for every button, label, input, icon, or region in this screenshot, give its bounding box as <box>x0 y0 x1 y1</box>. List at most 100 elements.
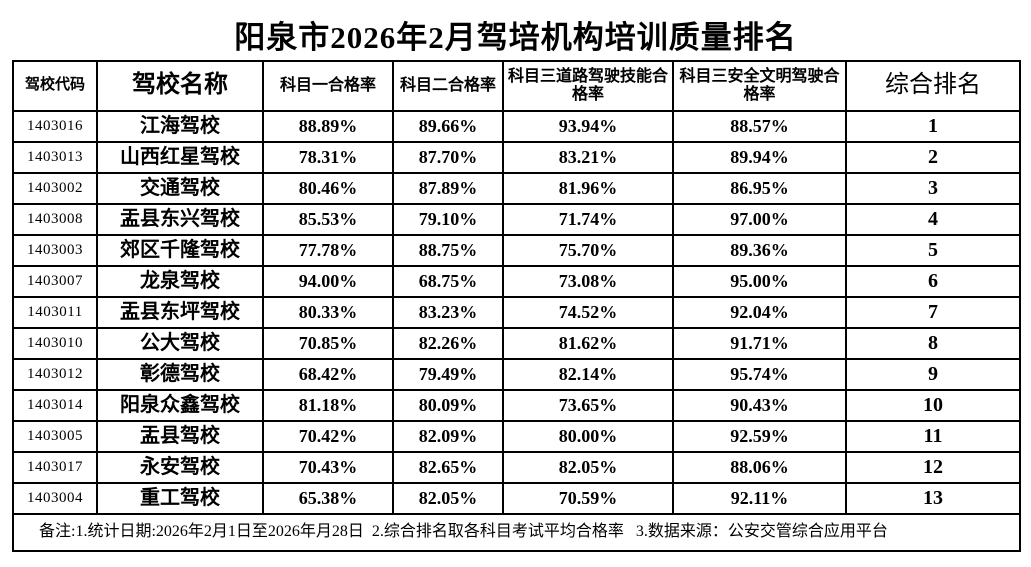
cell-subject3-road: 82.14% <box>502 358 674 391</box>
cell-subject2: 89.66% <box>392 110 504 143</box>
cell-school-code: 1403016 <box>12 110 98 143</box>
cell-rank: 13 <box>845 482 1021 515</box>
table-row: 1403012 彰德驾校 68.42% 79.49% 82.14% 95.74%… <box>12 358 1021 391</box>
cell-school-code: 1403011 <box>12 296 98 329</box>
table-row: 1403004 重工驾校 65.38% 82.05% 70.59% 92.11%… <box>12 482 1021 515</box>
table-footer: 备注:1.统计日期:2026年2月1日至2026年月28日 2.综合排名取各科目… <box>12 513 1021 552</box>
cell-subject3-safety: 92.59% <box>672 420 847 453</box>
table-row: 1403011 盂县东坪驾校 80.33% 83.23% 74.52% 92.0… <box>12 296 1021 329</box>
cell-subject2: 82.05% <box>392 482 504 515</box>
cell-subject3-road: 70.59% <box>502 482 674 515</box>
cell-subject3-safety: 92.11% <box>672 482 847 515</box>
cell-rank: 5 <box>845 234 1021 267</box>
cell-school-code: 1403004 <box>12 482 98 515</box>
cell-subject1: 70.43% <box>262 451 394 484</box>
cell-school-name: 公大驾校 <box>96 327 264 360</box>
cell-subject3-safety: 88.06% <box>672 451 847 484</box>
cell-rank: 6 <box>845 265 1021 298</box>
cell-subject2: 88.75% <box>392 234 504 267</box>
cell-subject1: 78.31% <box>262 141 394 174</box>
footnote-row: 备注:1.统计日期:2026年2月1日至2026年月28日 2.综合排名取各科目… <box>12 513 1021 552</box>
table-header: 驾校代码 驾校名称 科目一合格率 科目二合格率 科目三道路驾驶技能合格率 科目三… <box>12 60 1021 112</box>
cell-subject3-road: 73.08% <box>502 265 674 298</box>
cell-school-code: 1403010 <box>12 327 98 360</box>
cell-subject3-road: 71.74% <box>502 203 674 236</box>
cell-subject3-safety: 92.04% <box>672 296 847 329</box>
cell-subject3-safety: 91.71% <box>672 327 847 360</box>
cell-rank: 1 <box>845 110 1021 143</box>
col-header-overall-rank: 综合排名 <box>845 60 1021 112</box>
cell-subject2: 79.49% <box>392 358 504 391</box>
table-body: 1403016 江海驾校 88.89% 89.66% 93.94% 88.57%… <box>12 110 1021 515</box>
cell-subject1: 85.53% <box>262 203 394 236</box>
cell-subject1: 77.78% <box>262 234 394 267</box>
cell-rank: 10 <box>845 389 1021 422</box>
table-row: 1403013 山西红星驾校 78.31% 87.70% 83.21% 89.9… <box>12 141 1021 174</box>
cell-subject3-road: 93.94% <box>502 110 674 143</box>
footnote: 备注:1.统计日期:2026年2月1日至2026年月28日 2.综合排名取各科目… <box>12 513 1021 552</box>
header-row: 驾校代码 驾校名称 科目一合格率 科目二合格率 科目三道路驾驶技能合格率 科目三… <box>12 60 1021 112</box>
table-row: 1403010 公大驾校 70.85% 82.26% 81.62% 91.71%… <box>12 327 1021 360</box>
cell-subject3-road: 81.62% <box>502 327 674 360</box>
cell-school-code: 1403013 <box>12 141 98 174</box>
cell-school-name: 交通驾校 <box>96 172 264 205</box>
cell-rank: 7 <box>845 296 1021 329</box>
cell-school-name: 彰德驾校 <box>96 358 264 391</box>
cell-subject1: 80.33% <box>262 296 394 329</box>
cell-rank: 3 <box>845 172 1021 205</box>
cell-school-name: 山西红星驾校 <box>96 141 264 174</box>
cell-school-name: 龙泉驾校 <box>96 265 264 298</box>
cell-subject2: 68.75% <box>392 265 504 298</box>
cell-subject2: 79.10% <box>392 203 504 236</box>
cell-subject3-road: 73.65% <box>502 389 674 422</box>
cell-subject2: 82.26% <box>392 327 504 360</box>
cell-subject3-safety: 97.00% <box>672 203 847 236</box>
cell-subject1: 80.46% <box>262 172 394 205</box>
col-header-subject2-pass-rate: 科目二合格率 <box>392 60 504 112</box>
cell-subject2: 83.23% <box>392 296 504 329</box>
cell-school-name: 盂县东兴驾校 <box>96 203 264 236</box>
cell-subject3-road: 81.96% <box>502 172 674 205</box>
cell-subject3-safety: 86.95% <box>672 172 847 205</box>
cell-rank: 12 <box>845 451 1021 484</box>
cell-school-name: 江海驾校 <box>96 110 264 143</box>
table-row: 1403016 江海驾校 88.89% 89.66% 93.94% 88.57%… <box>12 110 1021 143</box>
col-header-subject1-pass-rate: 科目一合格率 <box>262 60 394 112</box>
cell-rank: 4 <box>845 203 1021 236</box>
table-row: 1403003 郊区千隆驾校 77.78% 88.75% 75.70% 89.3… <box>12 234 1021 267</box>
cell-school-code: 1403005 <box>12 420 98 453</box>
col-header-school-name: 驾校名称 <box>96 60 264 112</box>
cell-school-name: 重工驾校 <box>96 482 264 515</box>
cell-rank: 2 <box>845 141 1021 174</box>
cell-subject1: 70.42% <box>262 420 394 453</box>
cell-subject3-road: 74.52% <box>502 296 674 329</box>
cell-subject2: 82.65% <box>392 451 504 484</box>
cell-subject1: 94.00% <box>262 265 394 298</box>
cell-school-code: 1403008 <box>12 203 98 236</box>
cell-subject3-safety: 95.00% <box>672 265 847 298</box>
cell-subject3-safety: 90.43% <box>672 389 847 422</box>
cell-school-name: 郊区千隆驾校 <box>96 234 264 267</box>
cell-school-code: 1403003 <box>12 234 98 267</box>
table-row: 1403017 永安驾校 70.43% 82.65% 82.05% 88.06%… <box>12 451 1021 484</box>
cell-subject3-safety: 89.94% <box>672 141 847 174</box>
table-row: 1403007 龙泉驾校 94.00% 68.75% 73.08% 95.00%… <box>12 265 1021 298</box>
cell-subject1: 68.42% <box>262 358 394 391</box>
cell-subject2: 80.09% <box>392 389 504 422</box>
cell-subject1: 88.89% <box>262 110 394 143</box>
cell-subject3-road: 83.21% <box>502 141 674 174</box>
cell-school-code: 1403002 <box>12 172 98 205</box>
table-row: 1403008 盂县东兴驾校 85.53% 79.10% 71.74% 97.0… <box>12 203 1021 236</box>
cell-subject3-road: 75.70% <box>502 234 674 267</box>
col-header-school-code: 驾校代码 <box>12 60 98 112</box>
page-title: 阳泉市2026年2月驾培机构培训质量排名 <box>234 20 797 55</box>
cell-subject3-road: 82.05% <box>502 451 674 484</box>
cell-school-name: 盂县驾校 <box>96 420 264 453</box>
cell-subject2: 87.70% <box>392 141 504 174</box>
cell-school-code: 1403017 <box>12 451 98 484</box>
cell-subject3-safety: 88.57% <box>672 110 847 143</box>
cell-school-name: 盂县东坪驾校 <box>96 296 264 329</box>
cell-school-code: 1403012 <box>12 358 98 391</box>
table-row: 1403002 交通驾校 80.46% 87.89% 81.96% 86.95%… <box>12 172 1021 205</box>
